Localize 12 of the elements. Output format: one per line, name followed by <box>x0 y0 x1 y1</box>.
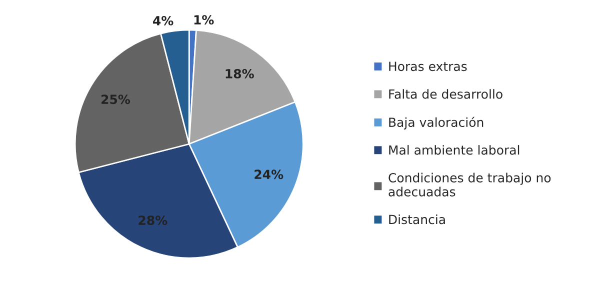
legend-label: Falta de desarrollo <box>389 89 502 99</box>
data-label: 28% <box>138 216 168 226</box>
legend-label: Mal ambiente laboral <box>389 145 520 155</box>
data-label: 25% <box>102 94 130 104</box>
data-label: 4% <box>153 16 174 26</box>
data-label: 24% <box>254 170 284 180</box>
data-label: 1% <box>194 15 214 25</box>
data-label: 18% <box>226 68 254 78</box>
legend-label: Distancia <box>389 214 445 224</box>
legend-label: Baja valoración <box>389 116 484 130</box>
legend-label: Condiciones de trabajo no adecuadas <box>388 172 551 196</box>
legend-label: Horas extras <box>389 62 467 72</box>
